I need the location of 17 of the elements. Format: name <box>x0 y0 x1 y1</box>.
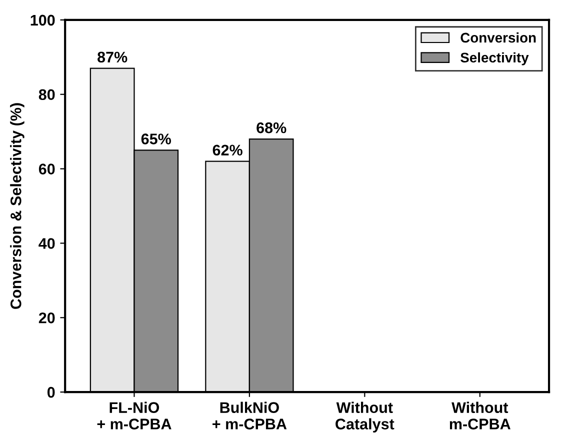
y-tick-label: 0 <box>47 386 55 398</box>
x-tick-label: Without m-CPBA <box>450 402 510 430</box>
y-tick-label: 60 <box>38 164 55 174</box>
y-tick-label: 80 <box>38 89 55 100</box>
x-tick-label: FL-NiO + m-CPBA <box>97 402 172 430</box>
x-tick-label: Without Catalyst <box>336 402 394 432</box>
data-label: 62% <box>212 144 242 156</box>
data-label: 65% <box>141 134 171 144</box>
data-label: 68% <box>256 122 286 134</box>
y-tick-label: 20 <box>38 312 55 324</box>
x-tick-label: BulkNiO + m-CPBA <box>212 402 287 430</box>
y-tick-label: 40 <box>38 238 55 249</box>
legend-label: Conversion <box>460 32 536 43</box>
y-tick-label: 100 <box>30 14 55 26</box>
y-axis-title: Conversion & Selectivity (%) <box>10 103 24 309</box>
legend-label: Selectivity <box>460 52 529 66</box>
data-label: 87% <box>98 52 128 63</box>
